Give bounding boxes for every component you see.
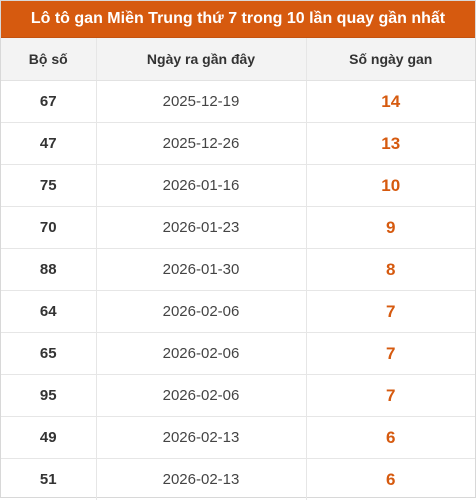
row-date: 2026-01-30 xyxy=(96,249,306,291)
header-number: Bộ số xyxy=(1,38,96,81)
row-number: 64 xyxy=(1,291,96,333)
table-row: 64 2026-02-06 7 xyxy=(1,291,475,333)
table-row: 49 2026-02-13 6 xyxy=(1,417,475,459)
row-number: 49 xyxy=(1,417,96,459)
row-number: 65 xyxy=(1,333,96,375)
row-date: 2026-02-06 xyxy=(96,333,306,375)
row-number: 88 xyxy=(1,249,96,291)
table-row: 65 2026-02-06 7 xyxy=(1,333,475,375)
row-date: 2026-02-13 xyxy=(96,417,306,459)
row-date: 2025-12-19 xyxy=(96,81,306,123)
table-row: 67 2025-12-19 14 xyxy=(1,81,475,123)
row-gan-days: 13 xyxy=(306,123,475,165)
row-number: 67 xyxy=(1,81,96,123)
row-date: 2026-01-16 xyxy=(96,165,306,207)
row-number: 47 xyxy=(1,123,96,165)
row-gan-days: 6 xyxy=(306,459,475,500)
row-date: 2026-02-13 xyxy=(96,459,306,500)
row-gan-days: 7 xyxy=(306,333,475,375)
row-gan-days: 9 xyxy=(306,207,475,249)
table-row: 95 2026-02-06 7 xyxy=(1,375,475,417)
table-row: 75 2026-01-16 10 xyxy=(1,165,475,207)
row-gan-days: 6 xyxy=(306,417,475,459)
header-recent-date: Ngày ra gần đây xyxy=(96,38,306,81)
row-date: 2026-02-06 xyxy=(96,291,306,333)
table-row: 88 2026-01-30 8 xyxy=(1,249,475,291)
row-number: 95 xyxy=(1,375,96,417)
table-row: 70 2026-01-23 9 xyxy=(1,207,475,249)
table-row: 51 2026-02-13 6 xyxy=(1,459,475,500)
row-date: 2026-02-06 xyxy=(96,375,306,417)
table-header-row: Bộ số Ngày ra gần đây Số ngày gan xyxy=(1,38,475,81)
header-gan-days: Số ngày gan xyxy=(306,38,475,81)
row-number: 51 xyxy=(1,459,96,500)
row-gan-days: 7 xyxy=(306,375,475,417)
row-gan-days: 8 xyxy=(306,249,475,291)
row-number: 75 xyxy=(1,165,96,207)
table-title: Lô tô gan Miền Trung thứ 7 trong 10 lần … xyxy=(1,1,475,38)
lotto-gan-table: Bộ số Ngày ra gần đây Số ngày gan 67 202… xyxy=(1,38,475,500)
row-gan-days: 10 xyxy=(306,165,475,207)
row-number: 70 xyxy=(1,207,96,249)
row-gan-days: 7 xyxy=(306,291,475,333)
row-date: 2026-01-23 xyxy=(96,207,306,249)
row-date: 2025-12-26 xyxy=(96,123,306,165)
row-gan-days: 14 xyxy=(306,81,475,123)
table-row: 47 2025-12-26 13 xyxy=(1,123,475,165)
